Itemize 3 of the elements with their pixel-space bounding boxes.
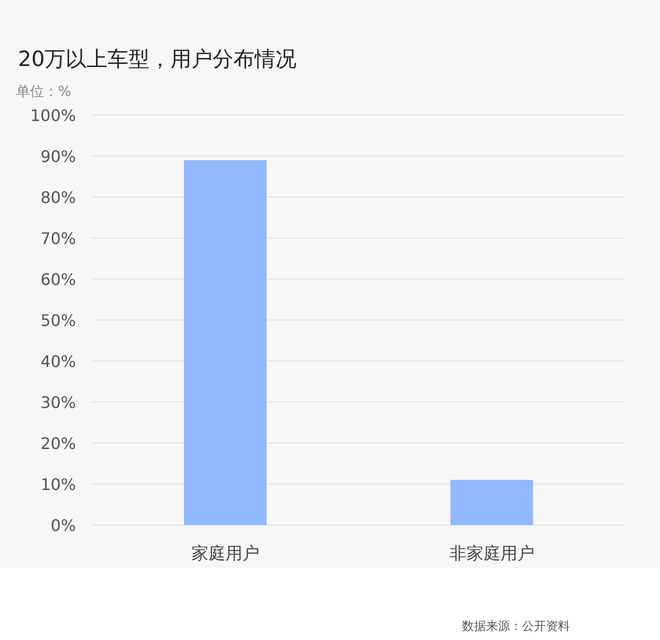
annotation: 数据来源：公开资料 (462, 619, 570, 633)
title: 20万以上车型，用户分布情况 (18, 47, 297, 71)
ylabel: 单位：% (16, 84, 72, 100)
